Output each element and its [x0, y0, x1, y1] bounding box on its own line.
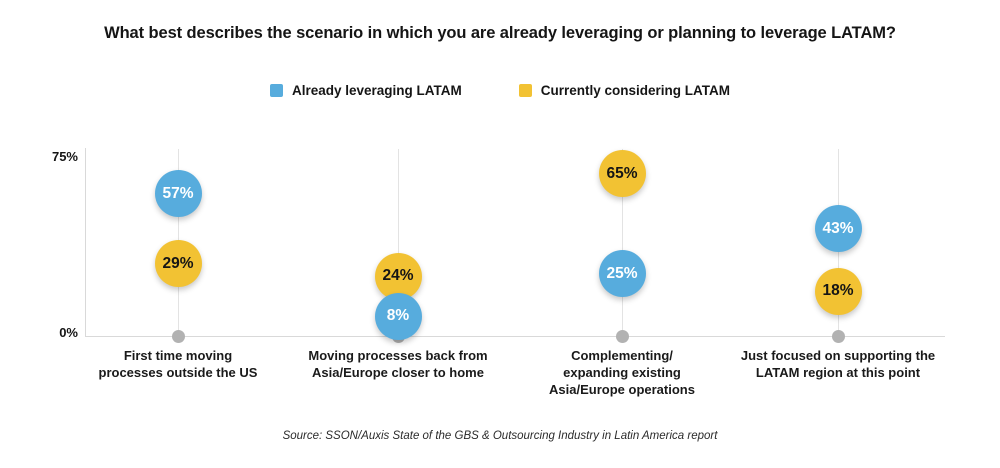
legend: Already leveraging LATAM Currently consi… [0, 83, 1000, 98]
bubble-already-leveraging-latam-cat4: 43% [814, 205, 862, 253]
category-label-line: Asia/Europe operations [549, 381, 695, 397]
chart-title: What best describes the scenario in whic… [104, 24, 896, 42]
bubble-already-leveraging-latam-cat3: 25% [598, 250, 646, 298]
category-label-3: Complementing/expanding existing Asia/Eur… [504, 348, 740, 399]
bubble-value-label: 8% [386, 307, 410, 325]
bubble-value-label: 18% [822, 282, 854, 300]
category-label-line: First time moving [123, 348, 233, 363]
bubble-currently-considering-latam-cat1: 29% [154, 240, 202, 288]
category-label-line: LATAM region at this point [755, 364, 921, 380]
category-label-4: Just focused on supporting the LATAM regi… [720, 348, 956, 382]
category-label-line: Moving processes back from [308, 348, 488, 363]
x-axis-line [85, 336, 945, 337]
legend-label-already-leveraging: Already leveraging LATAM [291, 83, 462, 98]
category-label-1: First time moving processes outside the U… [60, 348, 296, 382]
source-note: Source: SSON/Auxis State of the GBS & Ou… [282, 430, 718, 442]
bubble-already-leveraging-latam-cat1: 57% [154, 170, 202, 218]
bubble-currently-considering-latam-cat4: 18% [814, 267, 862, 315]
baseline-dot-1 [171, 329, 185, 343]
legend-swatch-yellow-icon [518, 84, 532, 97]
bubble-already-leveraging-latam-cat2: 8% [374, 292, 422, 340]
bubble-value-label: 65% [606, 164, 638, 182]
category-label-2: Moving processes back from Asia/Europe cl… [280, 348, 516, 382]
baseline-dot-4 [831, 329, 845, 343]
bubble-value-label: 29% [162, 254, 194, 272]
category-label-line: processes outside the US [98, 364, 258, 380]
category-label-line: Just focused on supporting the [740, 348, 936, 363]
category-label-line: expanding existing [563, 364, 681, 380]
bubble-currently-considering-latam-cat3: 65% [598, 150, 646, 198]
legend-item-already-leveraging: Already leveraging LATAM [269, 83, 462, 98]
y-axis-line [85, 148, 86, 336]
bubble-value-label: 57% [162, 184, 194, 202]
bubble-value-label: 24% [382, 267, 414, 285]
y-axis-tick-0: 0% [59, 325, 78, 340]
bubble-currently-considering-latam-cat2: 24% [374, 252, 422, 300]
bubble-value-label: 43% [822, 219, 854, 237]
y-axis-tick-75: 75% [51, 149, 78, 164]
legend-item-currently-considering: Currently considering LATAM [518, 83, 731, 98]
bubble-value-label: 25% [606, 264, 638, 282]
category-gridline-3 [621, 149, 623, 336]
category-gridline-2 [397, 149, 399, 336]
baseline-dot-3 [615, 329, 629, 343]
category-label-line: Complementing/ [571, 348, 673, 363]
category-label-line: Asia/Europe closer to home [312, 364, 484, 380]
legend-label-currently-considering: Currently considering LATAM [540, 83, 731, 98]
legend-swatch-blue-icon [269, 84, 283, 97]
